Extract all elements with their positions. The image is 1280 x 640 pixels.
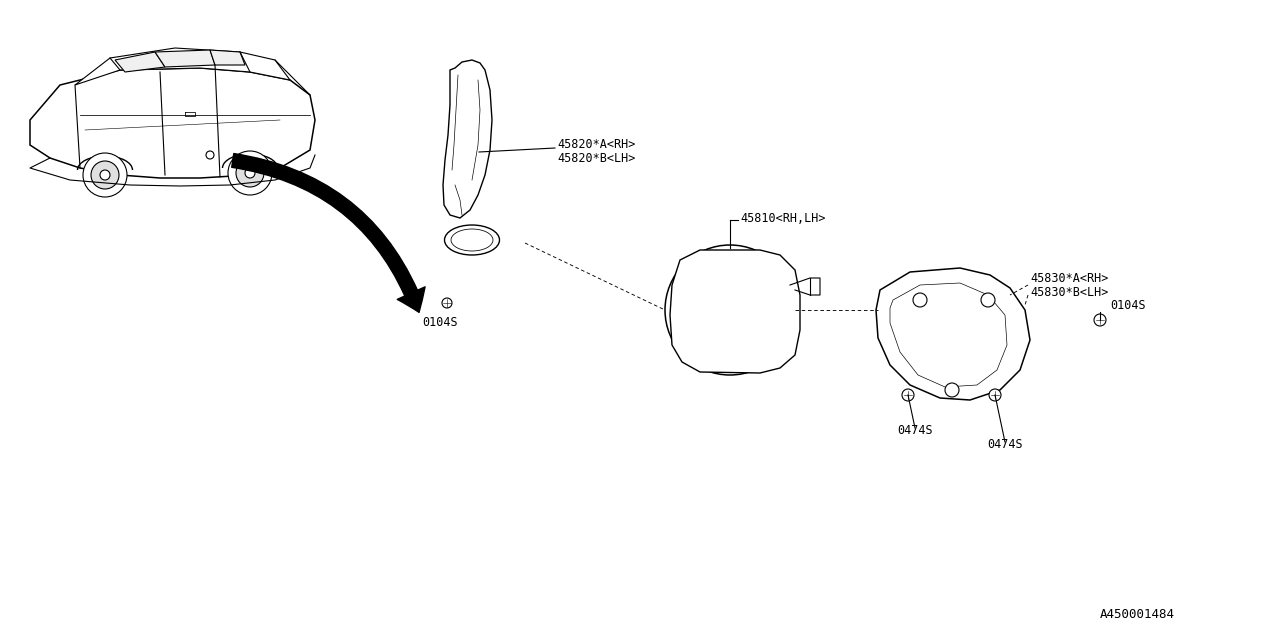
Circle shape [442, 298, 452, 308]
Polygon shape [718, 325, 736, 346]
Text: 45810<RH,LH>: 45810<RH,LH> [740, 211, 826, 225]
Circle shape [228, 151, 273, 195]
Circle shape [980, 293, 995, 307]
Text: 45820*B<LH>: 45820*B<LH> [557, 152, 635, 164]
Polygon shape [698, 321, 719, 339]
Circle shape [236, 159, 264, 187]
Polygon shape [155, 50, 215, 67]
Text: A450001484: A450001484 [1100, 609, 1175, 621]
Polygon shape [876, 268, 1030, 400]
Circle shape [83, 153, 127, 197]
Polygon shape [29, 68, 315, 178]
Text: 45830*B<LH>: 45830*B<LH> [1030, 285, 1108, 298]
Text: 45820*A<RH>: 45820*A<RH> [557, 138, 635, 150]
Text: 0474S: 0474S [987, 438, 1023, 451]
Ellipse shape [444, 225, 499, 255]
Text: 0104S: 0104S [1110, 298, 1146, 312]
Polygon shape [741, 280, 763, 300]
Ellipse shape [451, 229, 493, 251]
FancyArrowPatch shape [232, 154, 425, 312]
Circle shape [244, 168, 255, 178]
Circle shape [945, 383, 959, 397]
Circle shape [989, 389, 1001, 401]
Polygon shape [669, 250, 800, 373]
Circle shape [716, 295, 745, 325]
Circle shape [100, 170, 110, 180]
Circle shape [206, 151, 214, 159]
Circle shape [675, 255, 785, 365]
Circle shape [91, 161, 119, 189]
Polygon shape [700, 277, 719, 300]
Circle shape [1094, 314, 1106, 326]
Circle shape [666, 245, 795, 375]
Circle shape [902, 389, 914, 401]
Circle shape [913, 293, 927, 307]
Polygon shape [890, 283, 1007, 387]
Polygon shape [741, 321, 759, 342]
Text: 0474S: 0474S [897, 424, 933, 436]
Polygon shape [443, 60, 492, 218]
Circle shape [724, 304, 736, 316]
Polygon shape [115, 52, 165, 72]
Text: 0104S: 0104S [422, 316, 458, 328]
Text: 45830*A<RH>: 45830*A<RH> [1030, 271, 1108, 285]
Polygon shape [76, 48, 291, 85]
Polygon shape [210, 50, 244, 65]
Polygon shape [723, 275, 742, 295]
Polygon shape [745, 304, 765, 323]
Circle shape [692, 272, 768, 348]
Polygon shape [695, 298, 716, 316]
